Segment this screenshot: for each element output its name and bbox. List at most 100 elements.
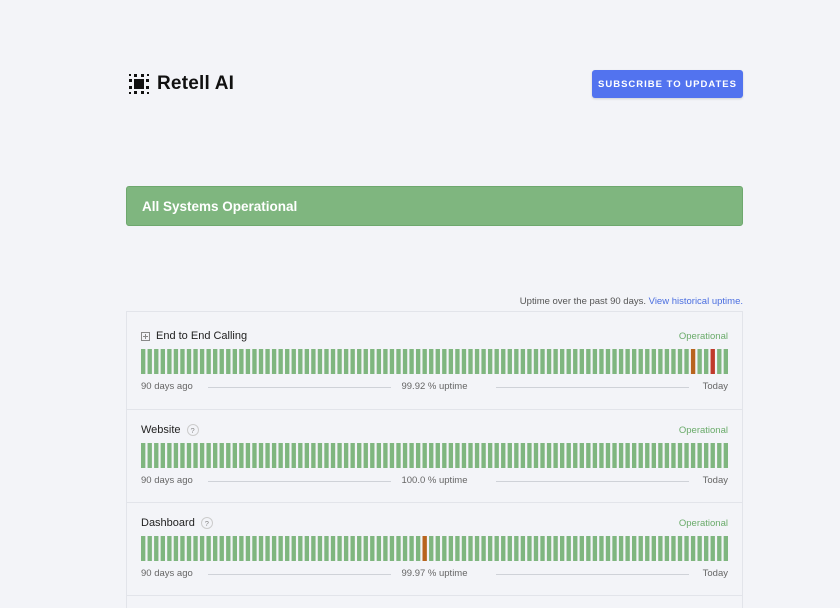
uptime-day-bar[interactable] bbox=[193, 443, 198, 468]
uptime-day-bar[interactable] bbox=[461, 443, 467, 468]
uptime-day-bar[interactable] bbox=[389, 443, 395, 468]
uptime-day-bar[interactable] bbox=[625, 536, 630, 561]
uptime-day-bar[interactable] bbox=[645, 536, 650, 561]
uptime-day-bar[interactable] bbox=[402, 349, 408, 374]
uptime-day-bar[interactable] bbox=[180, 536, 185, 561]
uptime-day-bar[interactable] bbox=[533, 349, 539, 374]
uptime-day-bar[interactable] bbox=[717, 443, 722, 468]
uptime-day-bar[interactable] bbox=[494, 443, 499, 468]
uptime-day-bar[interactable] bbox=[618, 443, 624, 468]
uptime-day-bar[interactable] bbox=[474, 349, 480, 374]
uptime-day-bar[interactable] bbox=[167, 349, 172, 374]
uptime-day-bar[interactable] bbox=[442, 349, 447, 374]
uptime-day-bar[interactable] bbox=[468, 349, 473, 374]
uptime-day-bar[interactable] bbox=[651, 349, 656, 374]
uptime-day-bar[interactable] bbox=[448, 443, 454, 468]
uptime-day-bar[interactable] bbox=[265, 536, 270, 561]
uptime-day-bar[interactable] bbox=[180, 443, 185, 468]
uptime-day-bar[interactable] bbox=[501, 536, 506, 561]
uptime-day-bar[interactable] bbox=[618, 536, 624, 561]
uptime-day-bar[interactable] bbox=[317, 443, 323, 468]
uptime-day-bar[interactable] bbox=[605, 443, 611, 468]
uptime-day-bar[interactable] bbox=[546, 349, 552, 374]
uptime-day-bar[interactable] bbox=[592, 536, 598, 561]
uptime-day-bar[interactable] bbox=[638, 349, 643, 374]
uptime-day-bar[interactable] bbox=[389, 536, 395, 561]
uptime-day-bar[interactable] bbox=[710, 443, 715, 468]
uptime-day-bar[interactable] bbox=[258, 443, 264, 468]
uptime-day-bar[interactable] bbox=[415, 536, 421, 561]
uptime-day-bar[interactable] bbox=[311, 536, 316, 561]
historical-uptime-link[interactable]: View historical uptime. bbox=[648, 296, 743, 307]
uptime-day-bar[interactable] bbox=[527, 536, 532, 561]
uptime-day-bar[interactable] bbox=[376, 443, 382, 468]
uptime-day-bar[interactable] bbox=[704, 443, 709, 468]
uptime-day-bar[interactable] bbox=[520, 349, 526, 374]
uptime-day-bar[interactable] bbox=[343, 349, 349, 374]
uptime-day-bar[interactable] bbox=[239, 349, 244, 374]
uptime-day-bar[interactable] bbox=[186, 443, 192, 468]
uptime-day-bar[interactable] bbox=[239, 443, 244, 468]
uptime-day-bar[interactable] bbox=[514, 536, 519, 561]
uptime-day-bar[interactable] bbox=[422, 536, 427, 561]
uptime-day-bar[interactable] bbox=[213, 443, 218, 468]
uptime-day-bar[interactable] bbox=[540, 536, 545, 561]
uptime-day-bar[interactable] bbox=[389, 349, 395, 374]
uptime-day-bar[interactable] bbox=[501, 443, 506, 468]
uptime-day-bar[interactable] bbox=[677, 536, 683, 561]
uptime-day-bar[interactable] bbox=[141, 349, 146, 374]
uptime-day-bar[interactable] bbox=[206, 536, 211, 561]
uptime-day-bar[interactable] bbox=[605, 349, 611, 374]
uptime-day-bar[interactable] bbox=[632, 349, 637, 374]
uptime-day-bar[interactable] bbox=[684, 536, 689, 561]
uptime-day-bar[interactable] bbox=[147, 349, 152, 374]
uptime-day-bar[interactable] bbox=[226, 536, 231, 561]
uptime-day-bar[interactable] bbox=[252, 349, 257, 374]
uptime-day-bar[interactable] bbox=[357, 443, 362, 468]
uptime-day-bar[interactable] bbox=[527, 349, 532, 374]
uptime-day-bar[interactable] bbox=[435, 349, 440, 374]
uptime-day-bar[interactable] bbox=[285, 443, 290, 468]
uptime-day-bar[interactable] bbox=[429, 536, 434, 561]
uptime-day-bar[interactable] bbox=[337, 349, 342, 374]
uptime-day-bar[interactable] bbox=[285, 349, 290, 374]
uptime-day-bar[interactable] bbox=[553, 536, 558, 561]
uptime-day-bar[interactable] bbox=[154, 349, 159, 374]
uptime-day-bar[interactable] bbox=[199, 443, 205, 468]
uptime-day-bar[interactable] bbox=[520, 443, 526, 468]
uptime-day-bar[interactable] bbox=[455, 349, 460, 374]
uptime-day-bar[interactable] bbox=[376, 349, 382, 374]
uptime-day-bar[interactable] bbox=[533, 536, 539, 561]
uptime-day-bar[interactable] bbox=[468, 443, 473, 468]
uptime-day-bar[interactable] bbox=[494, 349, 499, 374]
uptime-day-bar[interactable] bbox=[147, 536, 152, 561]
uptime-day-bar[interactable] bbox=[481, 349, 486, 374]
uptime-day-bar[interactable] bbox=[330, 349, 336, 374]
uptime-day-bar[interactable] bbox=[566, 536, 571, 561]
uptime-day-bar[interactable] bbox=[618, 349, 624, 374]
uptime-day-bar[interactable] bbox=[645, 349, 650, 374]
uptime-day-bar[interactable] bbox=[383, 349, 388, 374]
uptime-day-bar[interactable] bbox=[291, 536, 296, 561]
uptime-day-bar[interactable] bbox=[226, 443, 231, 468]
uptime-day-bar[interactable] bbox=[278, 443, 283, 468]
uptime-day-bar[interactable] bbox=[605, 536, 611, 561]
uptime-day-bar[interactable] bbox=[258, 536, 264, 561]
uptime-day-bar[interactable] bbox=[704, 536, 709, 561]
uptime-day-bar[interactable] bbox=[285, 536, 290, 561]
uptime-day-bar[interactable] bbox=[219, 443, 224, 468]
uptime-day-bar[interactable] bbox=[474, 443, 480, 468]
uptime-day-bar[interactable] bbox=[697, 443, 702, 468]
uptime-day-bar[interactable] bbox=[704, 349, 709, 374]
uptime-day-bar[interactable] bbox=[664, 349, 670, 374]
uptime-day-bar[interactable] bbox=[507, 536, 512, 561]
uptime-day-bar[interactable] bbox=[232, 349, 237, 374]
uptime-day-bar[interactable] bbox=[396, 443, 401, 468]
uptime-day-bar[interactable] bbox=[343, 536, 349, 561]
uptime-day-bar[interactable] bbox=[435, 443, 440, 468]
uptime-day-bar[interactable] bbox=[684, 443, 689, 468]
uptime-day-bar[interactable] bbox=[363, 536, 368, 561]
uptime-day-bar[interactable] bbox=[304, 536, 310, 561]
uptime-day-bar[interactable] bbox=[527, 443, 532, 468]
uptime-day-bar[interactable] bbox=[213, 349, 218, 374]
